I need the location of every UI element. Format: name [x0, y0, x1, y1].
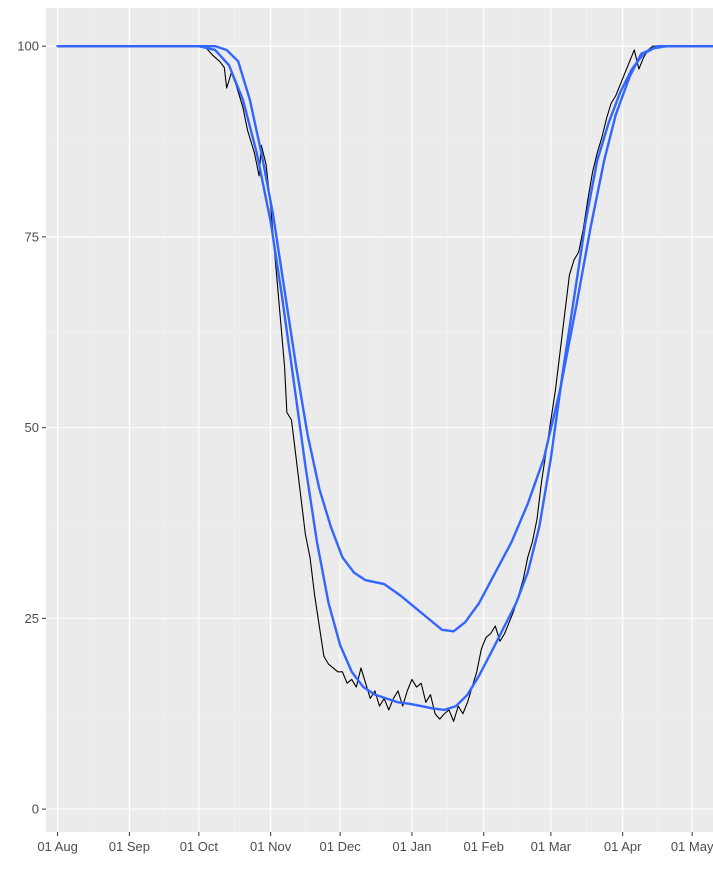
y-tick-label: 25 — [25, 611, 39, 626]
x-tick-label: 01 May — [671, 839, 713, 854]
x-tick-label: 01 Apr — [604, 839, 642, 854]
smooth-series-line-2 — [56, 44, 713, 633]
plot-panel — [46, 8, 713, 832]
x-tick-label: 01 Feb — [463, 839, 503, 854]
series-layer — [56, 44, 713, 722]
y-tick-label: 75 — [25, 229, 39, 244]
y-tick-label: 0 — [32, 802, 39, 817]
x-tick-label: 01 Mar — [531, 839, 572, 854]
x-tick-label: 01 Aug — [37, 839, 78, 854]
y-tick-label: 100 — [17, 39, 39, 54]
major-gridlines — [46, 8, 713, 832]
y-tick-label: 50 — [25, 420, 39, 435]
smooth-series-line-1 — [56, 44, 713, 712]
x-tick-label: 01 Dec — [320, 839, 362, 854]
x-tick-label: 01 Sep — [109, 839, 150, 854]
x-tick-label: 01 Nov — [250, 839, 292, 854]
axis-layer: 01 Aug 01 Sep 01 Oct 01 Nov 01 Dec 01 Jan 01 F… — [17, 39, 713, 854]
x-tick-label: 01 Oct — [180, 839, 219, 854]
x-tick-label: 01 Jan — [392, 839, 431, 854]
